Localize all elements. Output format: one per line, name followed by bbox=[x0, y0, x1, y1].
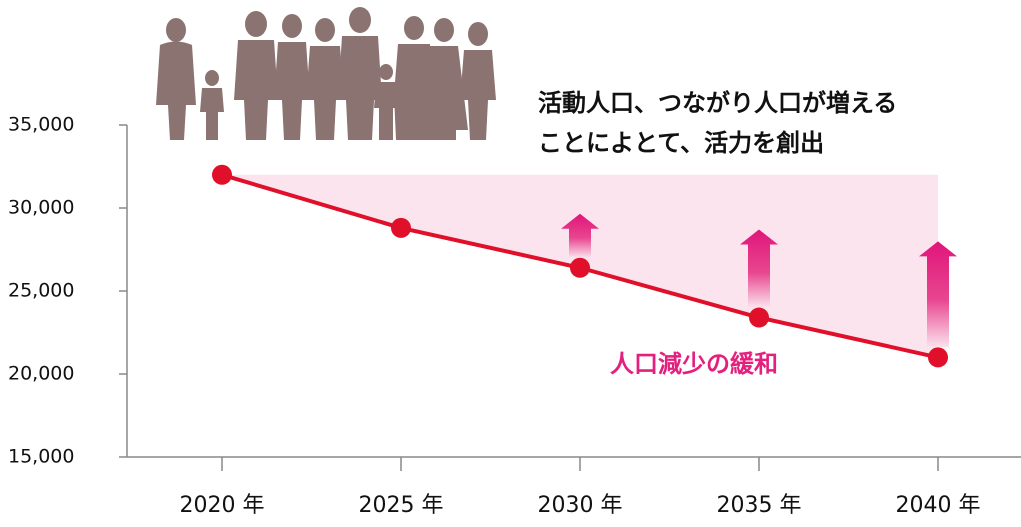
y-tick-label: 30,000 bbox=[8, 197, 74, 219]
person bbox=[200, 70, 224, 140]
annotation: ことによとて、活力を創出 bbox=[538, 129, 824, 157]
x-tick-label: 2040 年 bbox=[896, 493, 981, 518]
y-tick-label: 15,000 bbox=[8, 446, 74, 468]
y-tick-label: 25,000 bbox=[8, 280, 74, 302]
person bbox=[156, 18, 196, 140]
x-tick-label: 2030 年 bbox=[538, 493, 623, 518]
y-tick-label: 35,000 bbox=[8, 114, 74, 136]
x-tick-label: 2025 年 bbox=[359, 493, 444, 518]
annotation: 活動人口、つながり人口が増える bbox=[538, 89, 897, 117]
page: 15,000 20,000 25,000 30,000 35,000 2020 年 2025… bbox=[0, 0, 1021, 527]
person bbox=[420, 18, 468, 140]
person bbox=[306, 18, 344, 140]
chart: 15,000 20,000 25,000 30,000 35,000 2020 年 2025… bbox=[0, 0, 1021, 527]
annotation: 人口減少の緩和 bbox=[610, 350, 778, 378]
point bbox=[749, 308, 769, 328]
person bbox=[274, 14, 310, 140]
x-tick-label: 2035 年 bbox=[717, 493, 802, 518]
point bbox=[391, 218, 411, 238]
point bbox=[928, 347, 948, 367]
y-tick-label: 20,000 bbox=[8, 363, 74, 385]
person bbox=[234, 11, 278, 140]
people-silhouettes bbox=[156, 7, 496, 140]
person bbox=[338, 7, 382, 140]
point bbox=[212, 165, 232, 185]
point bbox=[570, 258, 590, 278]
x-tick-label: 2020 年 bbox=[180, 493, 265, 518]
